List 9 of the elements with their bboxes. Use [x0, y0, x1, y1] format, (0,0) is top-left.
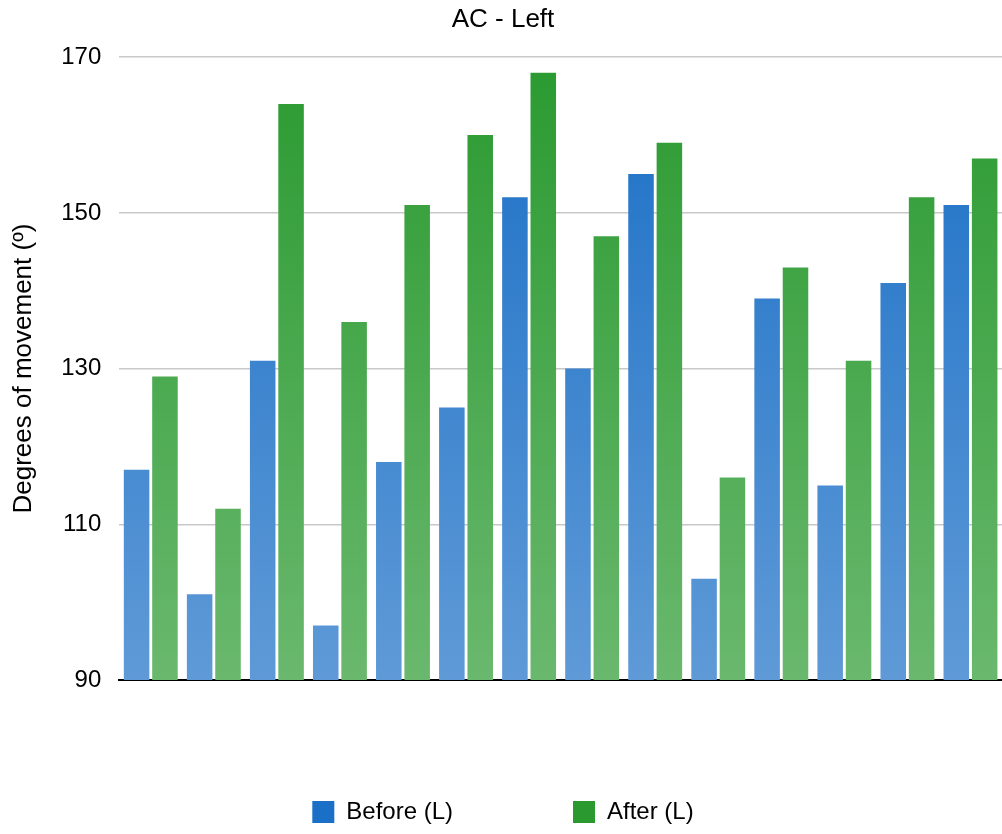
legend-label: Before (L): [346, 796, 454, 824]
legend-label: After (L): [607, 796, 694, 824]
y-tick-label: 170: [61, 41, 102, 69]
y-tick-label: 90: [74, 664, 102, 692]
y-tick-label: 110: [62, 508, 102, 536]
y-axis-title: Degrees of movement (º): [6, 223, 37, 514]
y-tick-label: 130: [61, 353, 102, 381]
chart-title: AC - Left: [451, 2, 556, 33]
y-tick-label: 150: [61, 197, 102, 225]
